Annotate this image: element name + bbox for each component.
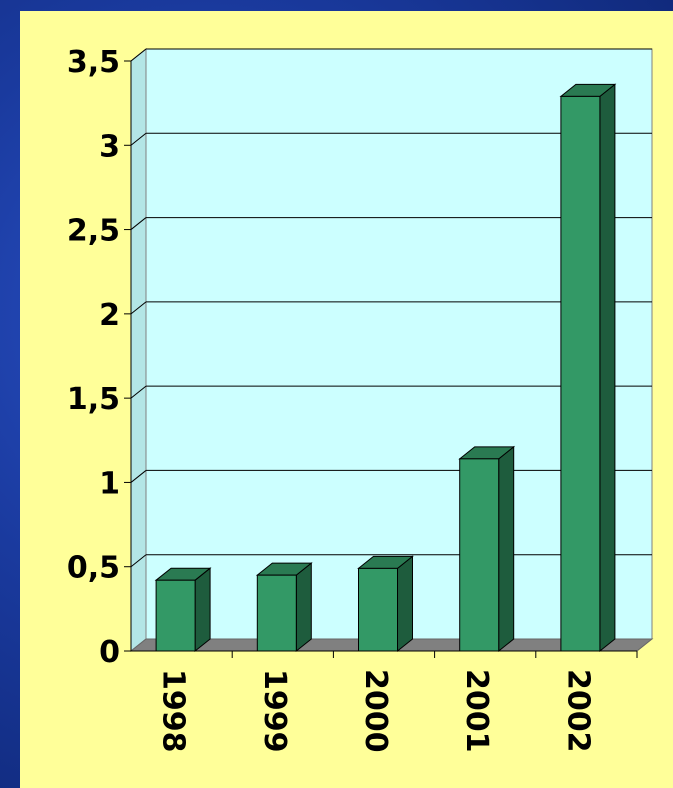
gridline-side — [130, 470, 147, 483]
x-category-label: 1998 — [156, 669, 191, 753]
bar-front — [256, 574, 297, 652]
gridline-side — [130, 217, 147, 230]
bar — [154, 567, 212, 653]
gridline-side — [130, 48, 147, 62]
bar-front — [155, 579, 196, 652]
bar — [357, 555, 414, 653]
bar — [559, 83, 617, 653]
y-tick-labels: 0 0,5 1 1,5 2 2,5 3 3,5 — [67, 45, 120, 670]
x-category-label: 2001 — [459, 669, 494, 753]
y-tick-label: 2,5 — [67, 214, 120, 249]
bar — [255, 562, 313, 653]
y-tick-label: 0,5 — [67, 551, 120, 586]
bar-side — [498, 445, 515, 653]
gridline-side — [130, 301, 147, 315]
bar-side — [397, 555, 413, 653]
bar-front — [358, 567, 398, 652]
x-category-labels: 1998 1999 2000 2001 2002 — [156, 669, 596, 753]
gridline-side — [130, 385, 147, 399]
y-tick-label: 0 — [99, 635, 120, 670]
bar-side — [295, 562, 312, 653]
x-category-label: 2000 — [358, 669, 393, 753]
gridline-side — [130, 554, 147, 568]
y-tick-label: 1 — [99, 466, 120, 501]
bar-side — [194, 567, 211, 653]
chart-panel: 0 0,5 1 1,5 2 2,5 3 3,5 1998 1999 2000 2001 2002 — [20, 11, 673, 788]
bar-side — [599, 83, 616, 653]
axes — [124, 60, 638, 658]
y-tick-label: 1,5 — [67, 382, 120, 417]
gridline-side — [130, 132, 147, 146]
bar-front — [459, 458, 500, 652]
y-tick-label: 3 — [99, 129, 120, 164]
x-category-label: 1999 — [257, 669, 292, 753]
bars — [154, 83, 617, 653]
y-tick-label: 3,5 — [67, 45, 120, 80]
y-tick-label: 2 — [99, 298, 120, 333]
x-category-label: 2002 — [560, 669, 595, 753]
bar-front — [560, 95, 601, 652]
bar-chart: 0 0,5 1 1,5 2 2,5 3 3,5 1998 1999 2000 2001 2002 — [67, 45, 654, 753]
bar — [458, 445, 516, 653]
